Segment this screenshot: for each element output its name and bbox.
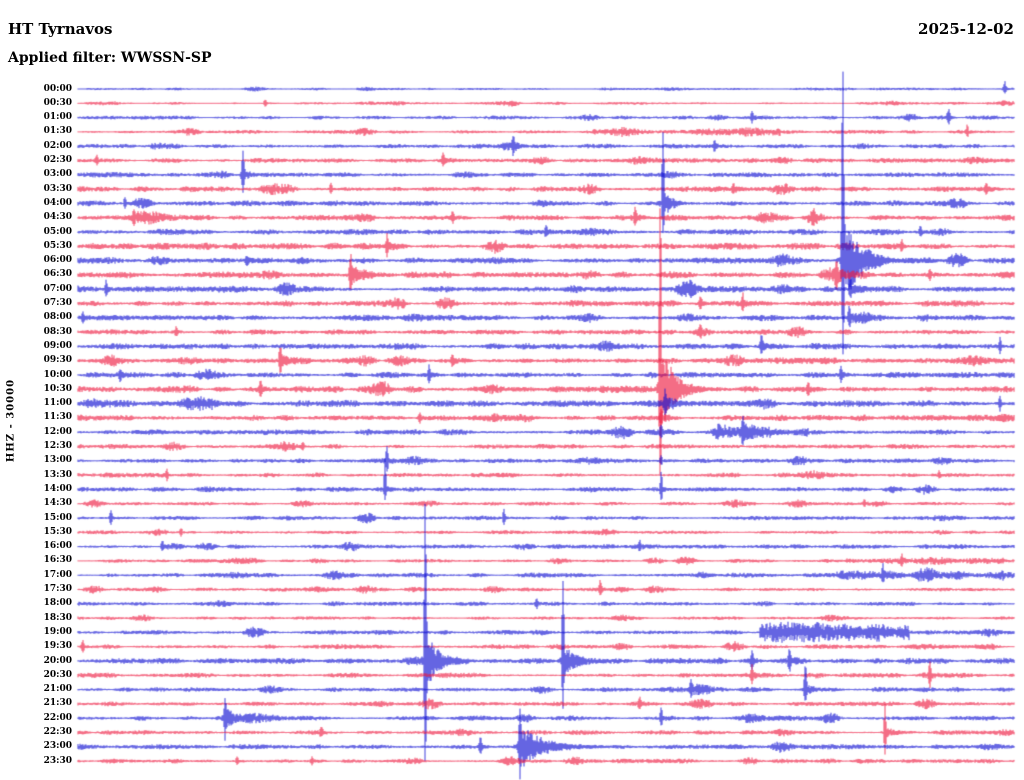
time-label: 22:30: [43, 727, 72, 737]
time-label: 13:30: [43, 469, 72, 480]
time-label: 01:30: [43, 126, 72, 137]
time-label: 23:30: [43, 755, 72, 766]
time-label: 14:30: [43, 498, 72, 509]
time-label: 10:00: [43, 369, 72, 380]
time-label: 02:00: [43, 140, 72, 151]
time-label: 22:00: [43, 712, 72, 723]
time-label: 17:00: [43, 569, 72, 580]
time-label: 11:30: [43, 412, 72, 423]
time-label: 13:00: [43, 455, 72, 466]
time-label: 23:00: [43, 741, 72, 752]
time-label: 21:00: [43, 684, 72, 695]
time-label: 03:00: [43, 169, 72, 180]
time-label: 06:30: [43, 269, 72, 280]
time-label: 01:00: [43, 112, 72, 123]
time-label: 06:00: [43, 255, 72, 266]
time-label: 11:00: [43, 398, 72, 409]
time-label: 12:30: [43, 441, 72, 451]
time-label: 19:30: [43, 641, 72, 652]
time-label: 08:30: [43, 326, 72, 337]
time-label: 14:00: [43, 483, 72, 494]
time-label: 16:00: [43, 541, 72, 552]
time-label: 00:30: [43, 97, 72, 108]
time-label: 05:00: [43, 226, 72, 237]
time-label: 17:30: [43, 584, 72, 594]
time-label: 05:30: [43, 240, 72, 251]
time-label: 03:30: [43, 183, 72, 194]
time-label: 18:30: [43, 612, 72, 623]
time-label: 20:30: [43, 669, 72, 680]
time-label: 20:00: [43, 655, 72, 666]
time-label: 10:30: [43, 383, 72, 394]
time-label: 12:00: [43, 426, 72, 437]
time-label: 08:00: [43, 312, 72, 323]
time-label: 09:30: [43, 355, 72, 366]
time-label: 02:30: [43, 155, 72, 165]
time-label: 15:30: [43, 526, 72, 537]
time-label: 16:30: [43, 555, 72, 566]
time-label: 15:00: [43, 512, 72, 523]
time-label: 04:30: [43, 212, 72, 223]
time-label: 04:00: [43, 197, 72, 208]
time-label: 19:00: [43, 626, 72, 637]
time-label: 09:00: [43, 340, 72, 351]
time-label: 18:00: [43, 598, 72, 609]
time-label: 07:00: [43, 283, 72, 294]
time-label: 07:30: [43, 298, 72, 308]
time-label: 00:00: [43, 83, 72, 94]
time-label: 21:30: [43, 698, 72, 709]
